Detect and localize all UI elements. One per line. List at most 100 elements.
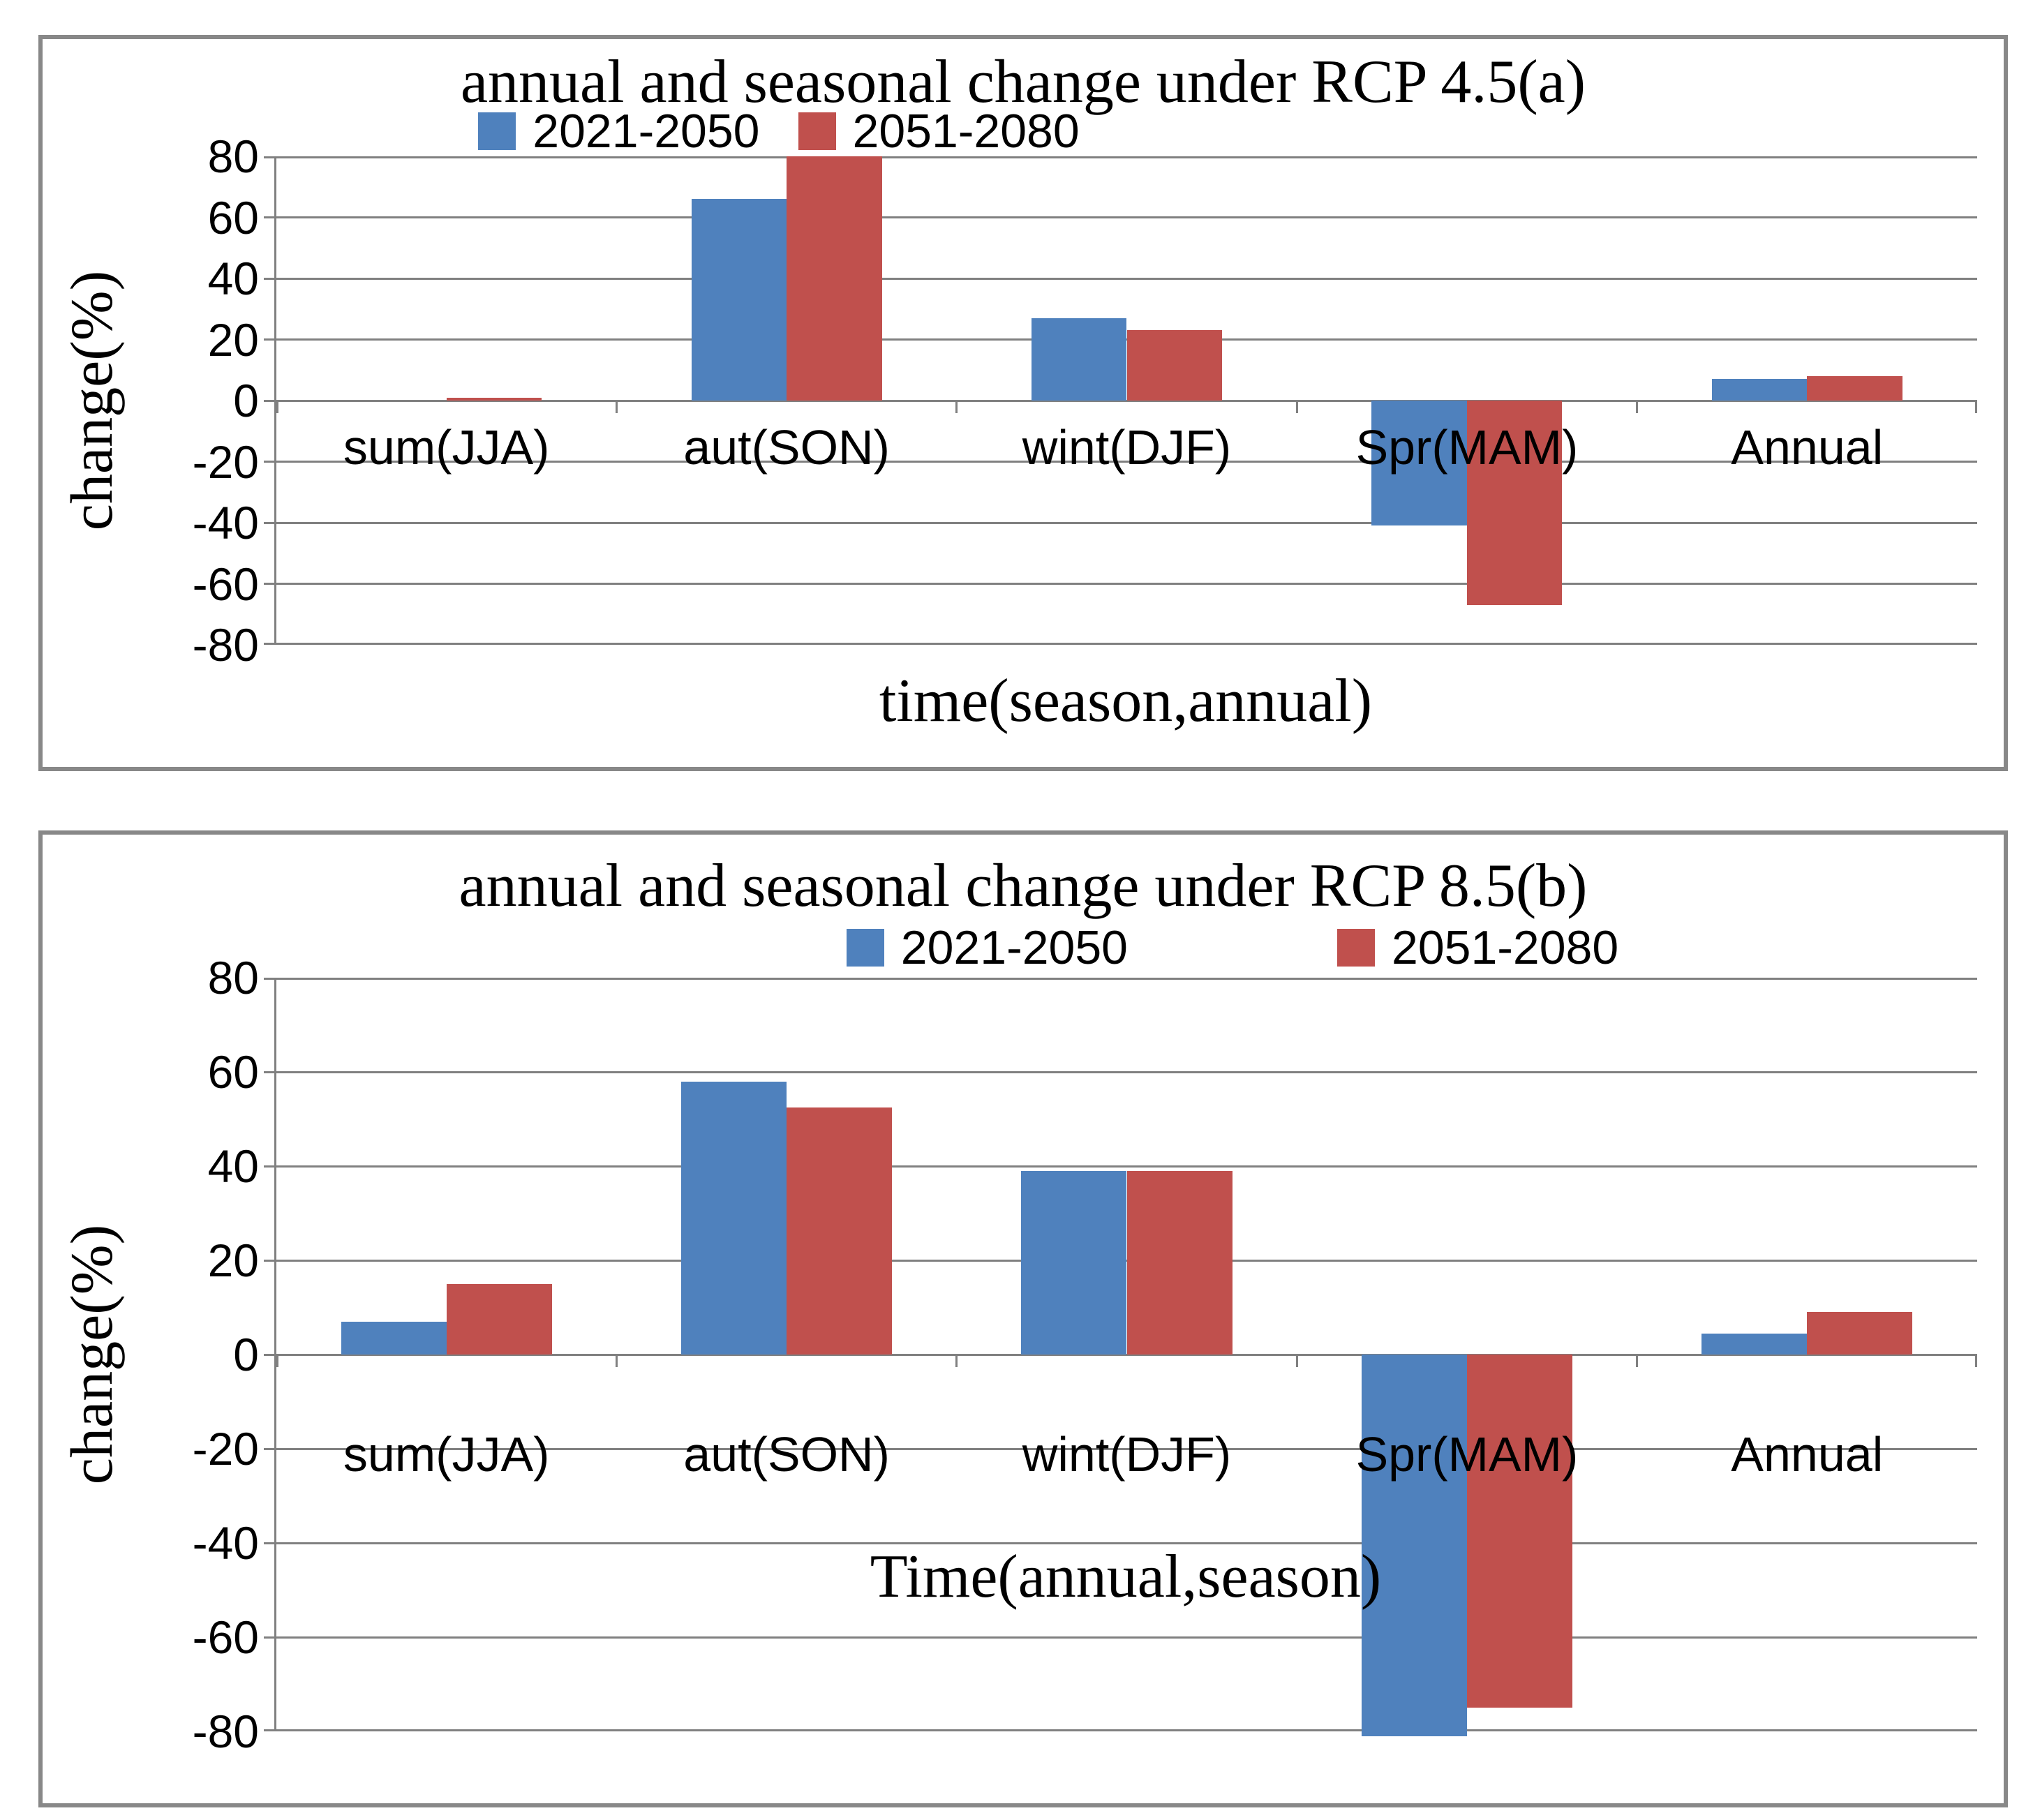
category-label-Annual: Annual — [1731, 420, 1884, 475]
y-axis-tick-label: -40 — [192, 497, 259, 549]
bar-2021-2050-sum(JJA) — [341, 1321, 447, 1355]
bar-2021-2050-Spr(MAM) — [1371, 401, 1467, 526]
legend-item-2021-2050: 2021-2050 — [478, 105, 760, 158]
y-axis-tick-label: 40 — [207, 253, 259, 304]
bar-2051-2080-Annual — [1807, 376, 1902, 401]
bar-2051-2080-wint(DJF) — [1126, 330, 1222, 401]
y-axis-tickmark — [264, 1353, 276, 1356]
y-axis-tick-label: 80 — [207, 130, 259, 182]
x-axis-title: Time(annual,season) — [870, 1543, 1382, 1611]
legend-swatch-red — [798, 112, 836, 150]
y-axis-tick-label: 20 — [207, 1235, 259, 1286]
category-boundary-tickmark — [1636, 1355, 1639, 1367]
category-boundary-tickmark — [615, 401, 618, 413]
plot-area: sum(JJA) aut(SON) wint(DJF) Spr(MAM) Annual — [264, 156, 1977, 645]
category-boundary-tickmark — [1295, 401, 1298, 413]
chart-title: annual and seasonal change under RCP 4.5… — [460, 48, 1586, 116]
y-axis-tick-label: 20 — [207, 313, 259, 366]
chart-legend: 2021-2050 2051-2080 — [43, 107, 1515, 155]
y-axis-tick-label: 80 — [207, 952, 259, 1004]
y-axis-tick-label: 60 — [207, 1046, 259, 1098]
category-boundary-tickmark — [1295, 1355, 1298, 1367]
y-axis-tickmark — [264, 277, 276, 280]
gridline — [276, 399, 1977, 402]
y-axis-tick-label: -40 — [192, 1517, 259, 1569]
gridline — [276, 1636, 1977, 1639]
y-axis-tickmark — [264, 338, 276, 341]
y-axis-tickmark — [264, 461, 276, 463]
gridline — [276, 978, 1977, 980]
category-label-Spr(MAM): Spr(MAM) — [1355, 1427, 1579, 1482]
x-axis-title: time(season,annual) — [879, 667, 1373, 735]
gridline — [276, 643, 1977, 645]
category-boundary-tickmark — [276, 1355, 278, 1367]
y-axis-tickmark — [264, 643, 276, 645]
category-label-sum(JJA): sum(JJA) — [343, 420, 550, 475]
bar-2021-2050-Spr(MAM) — [1361, 1355, 1467, 1736]
gridline — [276, 583, 1977, 585]
y-axis-tick-label: 0 — [233, 375, 259, 426]
bar-2051-2080-Spr(MAM) — [1466, 1355, 1572, 1708]
y-axis-tickmark — [264, 978, 276, 980]
legend-label: 2051-2080 — [1392, 921, 1619, 974]
y-axis-tickmark — [264, 1071, 276, 1073]
y-axis-tick-label: -20 — [192, 1423, 259, 1475]
category-label-aut(SON): aut(SON) — [683, 420, 890, 475]
legend-label: 2021-2050 — [533, 105, 760, 158]
legend-label: 2051-2080 — [852, 105, 1080, 158]
y-axis-tickmark — [264, 216, 276, 218]
y-axis-tick-label: 0 — [233, 1329, 259, 1380]
y-axis-tickmark — [264, 1165, 276, 1168]
y-axis-tickmark — [264, 583, 276, 585]
bar-2021-2050-wint(DJF) — [1032, 318, 1127, 401]
category-label-wint(DJF): wint(DJF) — [1022, 420, 1232, 475]
gridline — [276, 1542, 1977, 1544]
bar-2051-2080-sum(JJA) — [446, 1283, 552, 1355]
category-boundary-tickmark — [1975, 1355, 1977, 1367]
gridline — [276, 1447, 1977, 1450]
y-axis-tick-label: -80 — [192, 619, 259, 671]
chart-panel-rcp85: annual and seasonal change under RCP 8.5… — [38, 830, 2008, 1807]
legend-swatch-blue — [478, 112, 516, 150]
legend-item-2051-2080: 2051-2080 — [1337, 924, 1618, 971]
y-axis-tickmark — [264, 1542, 276, 1544]
chart-panel-rcp45: annual and seasonal change under RCP 4.5… — [38, 35, 2008, 771]
bar-2021-2050-Annual — [1711, 379, 1808, 401]
y-axis-tick-label: -20 — [192, 435, 259, 488]
y-axis-tick-label: 60 — [207, 191, 259, 244]
bar-2021-2050-wint(DJF) — [1021, 1170, 1127, 1355]
gridline — [276, 1353, 1977, 1356]
gridline — [276, 521, 1977, 524]
bar-2021-2050-aut(SON) — [691, 199, 787, 401]
gridline — [276, 277, 1977, 280]
category-label-wint(DJF): wint(DJF) — [1022, 1427, 1232, 1482]
category-label-sum(JJA): sum(JJA) — [343, 1427, 550, 1482]
legend-swatch-blue — [846, 929, 884, 967]
category-label-Annual: Annual — [1731, 1427, 1884, 1482]
y-axis-tickmark — [264, 1636, 276, 1639]
chart-legend: 2021-2050 2051-2080 — [461, 924, 2004, 971]
category-boundary-tickmark — [955, 1355, 958, 1367]
gridline — [276, 461, 1977, 463]
bar-2051-2080-aut(SON) — [787, 1107, 893, 1355]
plot-area: sum(JJA) aut(SON) wint(DJF) Spr(MAM) Annual — [264, 978, 1977, 1736]
gridline — [276, 216, 1977, 218]
y-axis-tickmark — [264, 1729, 276, 1731]
bar-2051-2080-Annual — [1807, 1312, 1913, 1355]
y-axis-tick-labels: 80 60 40 20 0 -20 -40 -60 -80 — [57, 133, 259, 668]
bar-2021-2050-Annual — [1701, 1333, 1808, 1355]
y-axis-tickmark — [264, 156, 276, 158]
bar-2051-2080-wint(DJF) — [1126, 1170, 1233, 1355]
category-boundary-tickmark — [1975, 401, 1977, 413]
bar-2021-2050-aut(SON) — [681, 1081, 787, 1355]
y-axis-tickmark — [264, 399, 276, 402]
bar-2051-2080-sum(JJA) — [446, 397, 542, 401]
legend-item-2051-2080: 2051-2080 — [798, 107, 1080, 155]
gridline — [276, 1071, 1977, 1073]
y-axis-tickmark — [264, 1447, 276, 1450]
y-axis-tick-label: -60 — [192, 558, 259, 610]
y-axis-tick-labels: 80 60 40 20 0 -20 -40 -60 -80 — [57, 955, 259, 1754]
bar-2051-2080-Spr(MAM) — [1466, 401, 1563, 606]
bar-2051-2080-aut(SON) — [787, 156, 882, 401]
legend-label: 2021-2050 — [900, 921, 1128, 974]
